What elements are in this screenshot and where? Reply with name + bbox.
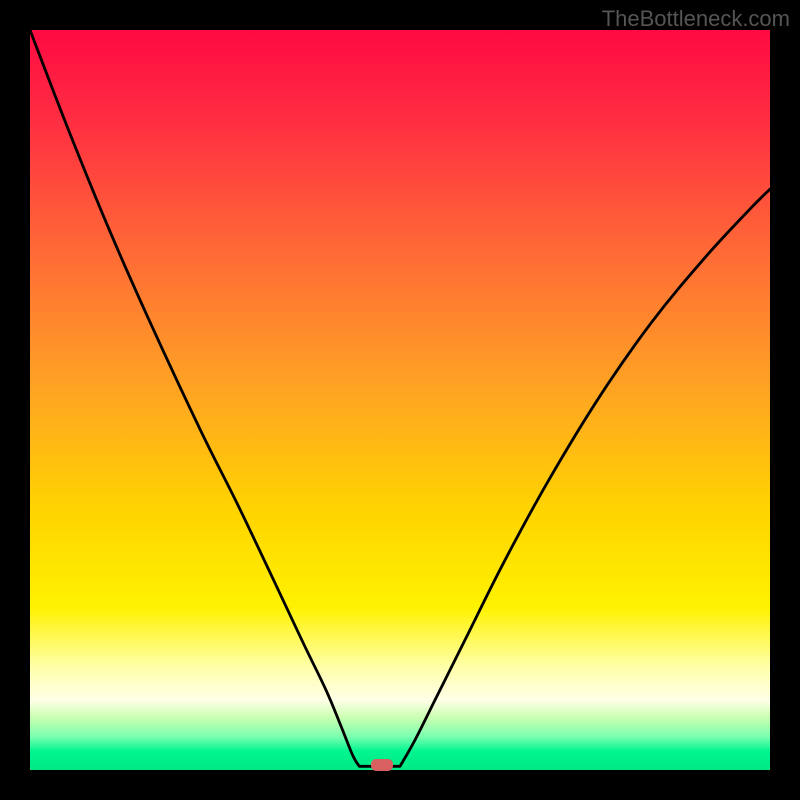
plot-area [30, 30, 770, 770]
optimal-point-marker [371, 759, 393, 771]
watermark-text: TheBottleneck.com [602, 6, 790, 32]
bottleneck-curve [30, 30, 770, 770]
